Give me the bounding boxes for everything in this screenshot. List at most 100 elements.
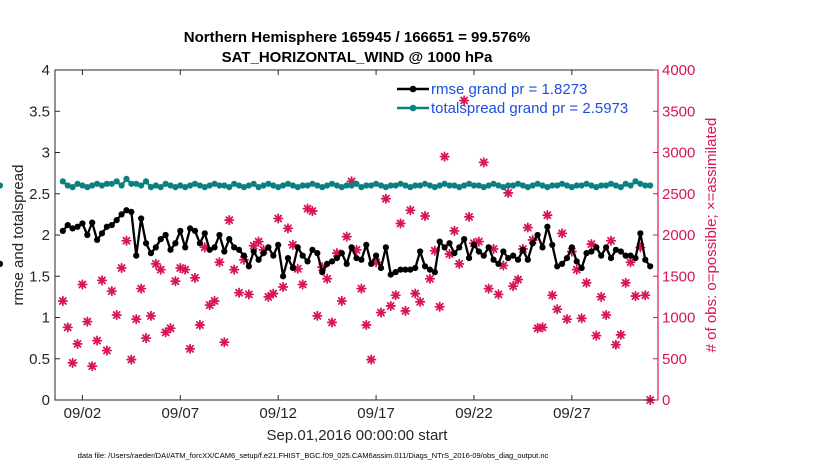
- totalspread-series-point: [113, 178, 120, 185]
- rmse-series-point: [465, 255, 473, 262]
- totalspread-series-point: [231, 180, 238, 187]
- obs-count-marker: [605, 235, 617, 246]
- totalspread-series-point: [382, 184, 389, 191]
- legend-rmse-label: rmse grand pr = 1.8273: [431, 81, 587, 98]
- totalspread-series-point: [162, 180, 169, 187]
- obs-count-marker: [439, 151, 450, 162]
- obs-count-marker: [415, 296, 426, 307]
- obs-count-marker: [209, 295, 220, 307]
- totalspread-series-point: [568, 184, 575, 191]
- totalspread-series-point: [554, 182, 561, 189]
- rmse-series-point: [157, 236, 164, 243]
- obs-count-marker: [326, 317, 338, 328]
- totalspread-series-point: [284, 180, 292, 187]
- obs-count-marker: [620, 277, 631, 288]
- totalspread-series-point: [461, 182, 468, 189]
- obs-count-marker: [131, 314, 142, 325]
- totalspread-series-point: [84, 184, 91, 191]
- rmse-series-point: [123, 207, 130, 214]
- obs-count-marker: [87, 361, 98, 372]
- obs-count-marker: [184, 343, 196, 354]
- y-left-tick-label: 1: [42, 310, 50, 327]
- totalspread-series-point: [465, 180, 473, 187]
- totalspread-series-point: [294, 184, 301, 191]
- rmse-series-point: [529, 240, 536, 247]
- totalspread-series-point: [206, 182, 213, 189]
- rmse-series-point: [118, 211, 125, 218]
- rmse-series-point: [578, 264, 585, 272]
- rmse-series-point: [475, 248, 482, 255]
- totalspread-series-point: [514, 180, 522, 187]
- rmse-series-point: [598, 252, 605, 259]
- rmse-series-point: [64, 222, 71, 229]
- rmse-series-point: [324, 260, 331, 267]
- rmse-series-point: [417, 248, 424, 255]
- totalspread-series-point: [558, 180, 566, 187]
- totalspread-series-point: [240, 184, 248, 191]
- totalspread-series-point: [182, 184, 189, 191]
- obs-count-marker: [145, 310, 157, 321]
- totalspread-series-point: [392, 182, 399, 189]
- rmse-series-point: [98, 230, 106, 237]
- totalspread-series-point: [235, 182, 243, 189]
- rmse-series-point: [368, 260, 375, 267]
- x-axis-label: Sep.01,2016 00:00:00 start: [267, 427, 449, 444]
- rmse-series-point: [558, 260, 566, 267]
- obs-count-marker: [552, 304, 563, 315]
- rmse-series-point: [544, 223, 551, 230]
- obs-count-marker: [547, 290, 558, 301]
- totalspread-series-point: [265, 180, 272, 187]
- totalspread-series-point: [563, 182, 571, 189]
- totalspread-series-point: [598, 182, 605, 189]
- x-tick-label: 09/17: [357, 405, 395, 422]
- obs-count-marker: [640, 290, 651, 301]
- rmse-series-point: [152, 244, 159, 251]
- rmse-series-point: [333, 255, 341, 262]
- obs-count-marker: [493, 289, 504, 300]
- obs-count-marker: [67, 357, 78, 368]
- totalspread-series-point: [89, 182, 96, 189]
- rmse-series-point: [196, 240, 203, 247]
- totalspread-series-point: [573, 182, 580, 189]
- x-tick-label: 09/12: [259, 405, 297, 422]
- totalspread-series-point: [544, 184, 551, 191]
- obs-count-marker: [224, 215, 235, 226]
- rmse-series-point: [647, 263, 654, 270]
- totalspread-series-point: [603, 182, 610, 189]
- totalspread-series-point: [588, 182, 595, 189]
- obs-count-marker: [503, 187, 514, 199]
- rmse-series-point: [328, 258, 336, 265]
- rmse-series-point: [260, 250, 267, 257]
- rmse-series-point: [299, 252, 306, 259]
- totalspread-series-point: [480, 184, 487, 191]
- obs-count-marker: [380, 193, 391, 204]
- rmse-series-point: [343, 260, 350, 267]
- rmse-series-point: [338, 250, 345, 257]
- rmse-series-point: [108, 222, 115, 229]
- obs-count-marker: [194, 319, 205, 331]
- rmse-series-point: [524, 256, 531, 263]
- totalspread-series-point: [505, 182, 512, 189]
- rmse-series-point: [490, 256, 497, 263]
- totalspread-series-point: [133, 180, 140, 187]
- obs-count-marker: [542, 210, 553, 221]
- totalspread-series-point: [397, 180, 404, 187]
- obs-count-marker: [361, 319, 372, 331]
- totalspread-series-point: [368, 182, 375, 189]
- obs-count-marker: [101, 345, 112, 356]
- y-right-tick-label: 2500: [662, 186, 695, 203]
- rmse-series-point: [426, 266, 434, 273]
- totalspread-series-point: [328, 180, 336, 187]
- rmse-series-point: [186, 225, 194, 232]
- rmse-series-point: [353, 255, 360, 262]
- rmse-series-point: [226, 236, 233, 243]
- rmse-series-point: [412, 264, 419, 272]
- totalspread-series-point: [578, 182, 585, 189]
- obs-count-marker: [459, 95, 470, 106]
- y-axis-right-label: # of obs: o=possible; ×=assimilated: [703, 118, 720, 353]
- totalspread-series-point: [157, 184, 164, 191]
- obs-count-marker: [297, 279, 308, 290]
- totalspread-series-point: [118, 182, 125, 189]
- legend-totalspread-label: totalspread grand pr = 2.5973: [431, 100, 628, 117]
